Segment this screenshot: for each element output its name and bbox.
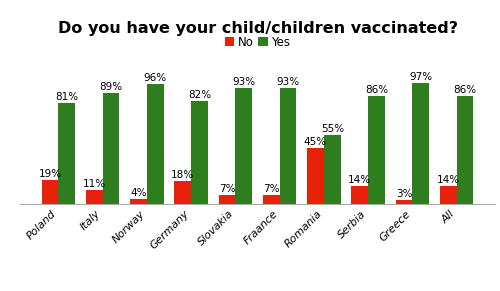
Text: 93%: 93% bbox=[232, 77, 256, 87]
Bar bbox=[368, 96, 385, 204]
Text: 86%: 86% bbox=[454, 86, 476, 95]
Text: 3%: 3% bbox=[396, 189, 412, 199]
Text: 11%: 11% bbox=[82, 179, 106, 189]
Bar bbox=[324, 135, 340, 204]
Bar bbox=[218, 195, 236, 204]
Text: 4%: 4% bbox=[130, 188, 146, 198]
Text: 7%: 7% bbox=[263, 184, 280, 194]
Text: 93%: 93% bbox=[276, 77, 299, 87]
Bar bbox=[280, 88, 296, 204]
Bar bbox=[147, 84, 164, 204]
Text: 45%: 45% bbox=[304, 136, 327, 147]
Bar bbox=[58, 103, 75, 204]
Bar bbox=[102, 93, 120, 204]
Bar bbox=[130, 199, 147, 204]
Text: 7%: 7% bbox=[218, 184, 235, 194]
Title: Do you have your child/children vaccinated?: Do you have your child/children vaccinat… bbox=[58, 22, 458, 36]
Bar bbox=[263, 195, 280, 204]
Text: 14%: 14% bbox=[348, 175, 372, 185]
Bar bbox=[456, 96, 473, 204]
Legend: No, Yes: No, Yes bbox=[220, 31, 295, 53]
Bar bbox=[352, 186, 368, 204]
Text: 18%: 18% bbox=[171, 170, 194, 180]
Text: 86%: 86% bbox=[365, 86, 388, 95]
Bar bbox=[174, 181, 191, 204]
Text: 96%: 96% bbox=[144, 73, 167, 83]
Bar bbox=[412, 83, 429, 204]
Bar bbox=[191, 102, 208, 204]
Text: 14%: 14% bbox=[436, 175, 460, 185]
Text: 97%: 97% bbox=[409, 72, 432, 82]
Bar bbox=[236, 88, 252, 204]
Bar bbox=[42, 180, 58, 204]
Bar bbox=[440, 186, 456, 204]
Text: 82%: 82% bbox=[188, 91, 211, 100]
Bar bbox=[396, 200, 412, 204]
Bar bbox=[86, 190, 102, 204]
Text: 55%: 55% bbox=[320, 124, 344, 134]
Text: 81%: 81% bbox=[55, 92, 78, 102]
Text: 89%: 89% bbox=[100, 82, 122, 92]
Bar bbox=[307, 148, 324, 204]
Text: 19%: 19% bbox=[38, 169, 62, 179]
